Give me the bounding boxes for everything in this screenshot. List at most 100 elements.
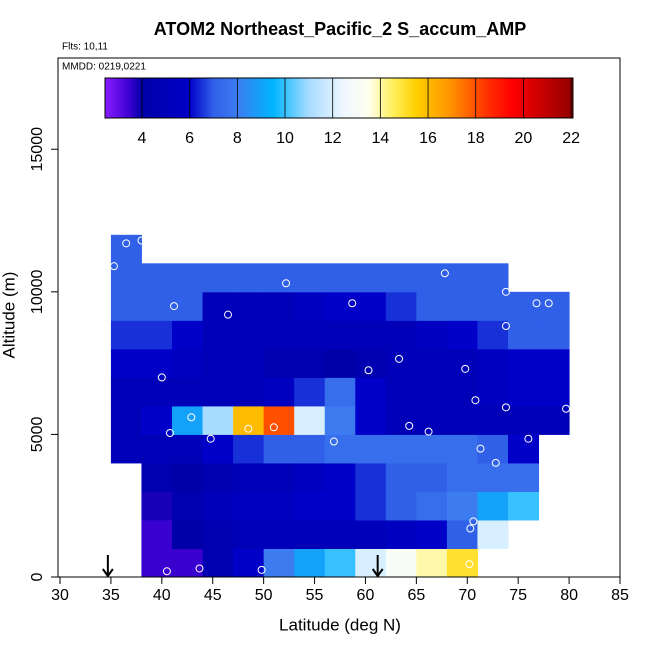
sample-point [165, 428, 174, 437]
heat-cell [172, 491, 204, 521]
heat-cell [355, 548, 387, 578]
heat-cell [324, 462, 356, 492]
heat-cell [446, 263, 478, 293]
heat-cell [202, 519, 234, 549]
heat-cell [110, 348, 142, 378]
heat-cell [233, 491, 265, 521]
sample-point [532, 299, 541, 308]
heat-cell [233, 348, 265, 378]
colorbar-tick-label: 20 [515, 130, 533, 147]
heat-cell [263, 434, 295, 464]
sample-point [544, 299, 553, 308]
x-tick-label: 40 [153, 587, 171, 604]
x-tick-label: 55 [306, 587, 324, 604]
heat-cell [385, 405, 417, 435]
heat-cell [355, 291, 387, 321]
heat-cell [538, 291, 570, 321]
heat-cell [446, 405, 478, 435]
colorbar-tick-label: 12 [324, 130, 342, 147]
y-tick-label: 15000 [29, 127, 46, 172]
heat-cell [538, 405, 570, 435]
heat-cell [263, 548, 295, 578]
heat-cell [324, 320, 356, 350]
heat-cell [477, 491, 509, 521]
sample-point [122, 239, 131, 248]
x-tick-label: 70 [458, 587, 476, 604]
sample-point [187, 413, 196, 422]
heat-cell [294, 348, 326, 378]
heat-cell [508, 405, 540, 435]
heat-cell [172, 434, 204, 464]
heat-cell [446, 377, 478, 407]
flight-arrow [371, 555, 384, 578]
sample-point [109, 262, 118, 271]
heat-cell [416, 263, 448, 293]
heat-cell [477, 519, 509, 549]
heat-cell [416, 462, 448, 492]
heat-cell [263, 491, 295, 521]
heat-cell [202, 348, 234, 378]
heat-cell [538, 320, 570, 350]
sample-point [461, 364, 470, 373]
heat-cell [141, 263, 173, 293]
heat-cell [294, 263, 326, 293]
sample-point [501, 287, 510, 296]
sample-point [469, 517, 478, 526]
heat-cell [385, 491, 417, 521]
arrow-head [371, 568, 384, 578]
heat-cell [416, 348, 448, 378]
colorbar-tick-label: 18 [467, 130, 485, 147]
colorbar-tick-label: 6 [185, 130, 194, 147]
heat-cell [538, 377, 570, 407]
heat-cell [477, 405, 509, 435]
heat-cell [294, 405, 326, 435]
heat-cell [263, 405, 295, 435]
heat-cell [324, 377, 356, 407]
heat-cell [263, 519, 295, 549]
heat-cell [172, 291, 204, 321]
heat-cell [294, 291, 326, 321]
sample-point [137, 236, 146, 245]
heat-cell [385, 519, 417, 549]
heat-cell [385, 263, 417, 293]
heat-cell [141, 434, 173, 464]
heat-cell [202, 491, 234, 521]
heat-cell [355, 405, 387, 435]
heat-cell [110, 320, 142, 350]
heat-cell [172, 519, 204, 549]
heat-cell [477, 377, 509, 407]
heat-cell [324, 405, 356, 435]
sample-point [465, 560, 474, 569]
colorbar-tick-label: 8 [233, 130, 242, 147]
heat-cell [233, 519, 265, 549]
sample-point [476, 444, 485, 453]
heat-cell [110, 434, 142, 464]
x-tick-label: 35 [102, 587, 120, 604]
sample-point [257, 565, 266, 574]
heat-cell [508, 348, 540, 378]
sample-point [562, 404, 571, 413]
heat-cell [538, 348, 570, 378]
heat-cell [477, 320, 509, 350]
heat-cell [172, 263, 204, 293]
heat-cell [294, 462, 326, 492]
heat-cell [202, 263, 234, 293]
sample-point [244, 424, 253, 433]
sample-point [395, 354, 404, 363]
sample-point [162, 567, 171, 576]
sample-point [348, 299, 357, 308]
heat-cell [324, 548, 356, 578]
heat-cell [263, 320, 295, 350]
sample-point [424, 427, 433, 436]
colorbar-tick-label: 14 [371, 130, 389, 147]
heat-cell [416, 548, 448, 578]
heat-cell [477, 462, 509, 492]
chart-title: ATOM2 Northeast_Pacific_2 S_accum_AMP [154, 19, 526, 39]
heat-cell [416, 377, 448, 407]
heat-cell [141, 320, 173, 350]
heat-cell [416, 320, 448, 350]
x-tick-label: 50 [255, 587, 273, 604]
sample-point [282, 279, 291, 288]
heat-cell [508, 491, 540, 521]
heat-cell [508, 434, 540, 464]
